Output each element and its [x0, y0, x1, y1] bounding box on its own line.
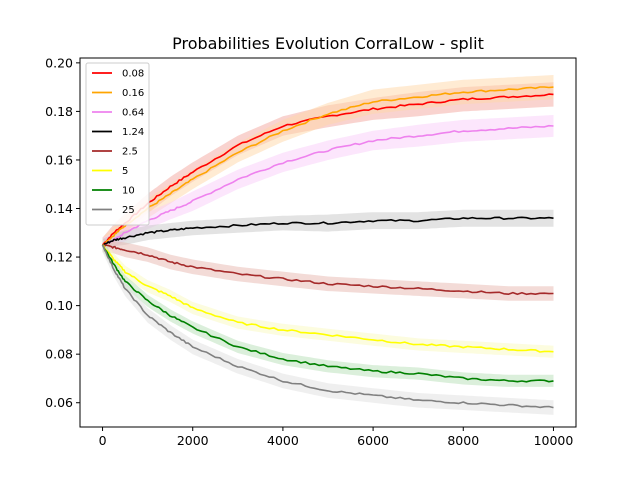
legend: 0.08 0.16 0.64 1.24 2.5 5 10 25	[85, 62, 150, 226]
legend-label: 5	[122, 166, 128, 177]
series-2-5-band	[102, 238, 554, 301]
x-tick-label: 0	[99, 433, 107, 448]
legend-box	[85, 62, 150, 226]
legend-label: 10	[122, 186, 135, 197]
x-tick-label: 4000	[267, 433, 299, 448]
legend-label: 0.64	[122, 108, 144, 119]
y-tick-label: 0.16	[45, 152, 73, 167]
legend-label: 2.5	[122, 147, 138, 158]
series-25-line	[101, 244, 554, 409]
y-tick-label: 0.12	[45, 250, 73, 265]
x-tick-label: 8000	[447, 433, 479, 448]
legend-label: 25	[122, 205, 135, 216]
series-2-5-line	[102, 244, 554, 296]
series-0-64-band	[102, 115, 554, 253]
series-5-line	[102, 244, 554, 353]
legend-label: 0.08	[122, 69, 144, 80]
series-10-line	[101, 244, 554, 383]
y-tick-label: 0.14	[45, 201, 73, 216]
y-tick-label: 0.08	[45, 347, 73, 362]
series-0-64-line	[102, 124, 554, 246]
chart-title: Probabilities Evolution CorralLow - spli…	[172, 34, 484, 53]
y-tick-label: 0.18	[45, 104, 73, 119]
plot-frame	[79, 57, 577, 428]
series-5-band	[102, 238, 554, 358]
y-tick-label: 0.10	[45, 298, 73, 313]
legend-label: 0.16	[122, 88, 144, 99]
y-tick-label: 0.20	[45, 55, 73, 70]
x-tick-label: 2000	[177, 433, 209, 448]
x-tick-label: 10000	[534, 433, 574, 448]
x-axis: 0 2000 4000 6000 8000 10000	[99, 427, 574, 448]
series-1-24-line	[102, 216, 554, 246]
series-0-16-band	[102, 75, 554, 253]
series-1-24-band	[102, 209, 554, 251]
x-tick-label: 6000	[357, 433, 389, 448]
y-axis: 0.06 0.08 0.10 0.12 0.14 0.16 0.18 0.20	[45, 55, 80, 410]
y-tick-label: 0.06	[45, 395, 73, 410]
legend-label: 1.24	[122, 127, 144, 138]
